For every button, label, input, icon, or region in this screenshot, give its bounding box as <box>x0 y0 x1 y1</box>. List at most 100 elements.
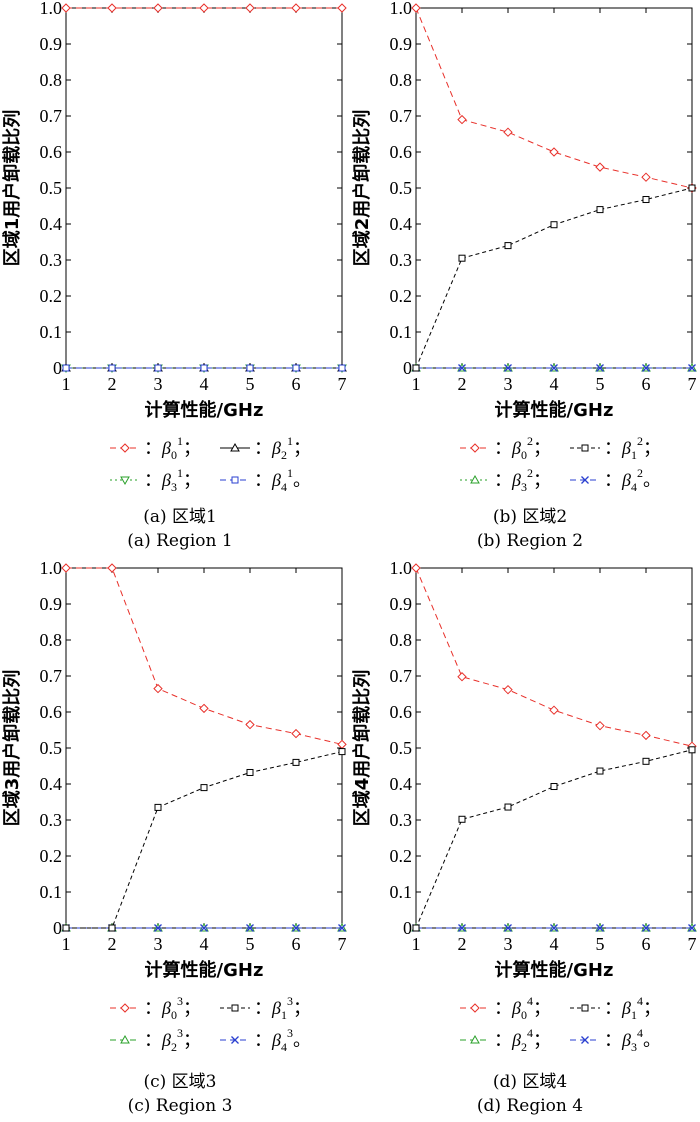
x-tick-label: 2 <box>108 934 117 954</box>
y-axis-title: 区域4用户卸载比列 <box>351 670 373 827</box>
x-tick-label: 6 <box>642 934 651 954</box>
data-point <box>504 242 512 250</box>
y-tick-label: 0.5 <box>390 738 413 758</box>
x-tick-label: 6 <box>642 374 651 394</box>
y-tick-label: 0.2 <box>40 286 63 306</box>
y-tick-label: 0.3 <box>390 250 413 270</box>
y-tick-label: 0.8 <box>40 630 63 650</box>
chart-panel-c: 0 0.1 0.2 0.3 0.4 0.5 0.6 0.7 0.8 0.9 1.0 1 2 3 4 5 6 7 计算… <box>1 558 347 1054</box>
legend-item: ：β12； <box>570 434 661 462</box>
y-tick-label: 0.9 <box>40 594 63 614</box>
legend-label: ：β32； <box>494 466 551 494</box>
data-point <box>246 768 254 776</box>
y-tick-label: 0.6 <box>390 702 413 722</box>
x-tick-label: 3 <box>504 934 513 954</box>
data-point <box>412 364 420 372</box>
legend: ：β02； ：β12； ：β32； ：β42。 <box>460 434 661 494</box>
x-axis-title: 计算性能/GHz <box>495 959 614 981</box>
data-point <box>199 3 209 13</box>
data-point <box>457 672 467 682</box>
y-tick-label: 0.3 <box>40 810 63 830</box>
y-tick-label: 0.2 <box>390 846 413 866</box>
data-point <box>642 364 650 372</box>
legend-label: ：β14； <box>604 994 661 1022</box>
data-point <box>62 924 70 932</box>
legend-item: ：β21； <box>220 434 311 462</box>
x-tick-label: 2 <box>108 374 117 394</box>
y-tick-label: 0.7 <box>390 106 413 126</box>
y-axis-title: 区域3用户卸载比列 <box>1 670 23 827</box>
legend-item: ：β02； <box>460 434 551 462</box>
data-point <box>107 3 117 13</box>
data-point <box>338 748 346 756</box>
x-tick-label: 1 <box>412 934 421 954</box>
legend-label: ：β02； <box>494 434 551 462</box>
caption-c-cn: (c) 区域3 <box>143 1072 217 1092</box>
data-point <box>411 563 421 573</box>
y-tick-label: 0 <box>53 358 62 378</box>
data-point <box>107 563 117 573</box>
x-tick-label: 6 <box>292 934 301 954</box>
legend-label: ：β43。 <box>254 1026 311 1054</box>
data-point <box>596 924 604 932</box>
legend-marker <box>470 443 480 453</box>
legend-item: ：β24； <box>460 1026 551 1054</box>
y-tick-label: 0.8 <box>390 70 413 90</box>
data-point <box>154 803 162 811</box>
x-tick-label: 7 <box>338 934 347 954</box>
plot-frame <box>415 7 693 369</box>
x-axis-title: 计算性能/GHz <box>145 399 264 421</box>
data-point <box>412 924 420 932</box>
data-point <box>154 924 162 932</box>
y-tick-label: 0.6 <box>40 142 63 162</box>
data-point <box>337 3 347 13</box>
legend-label: ：β01； <box>144 434 201 462</box>
y-axis-title: 区域2用户卸载比列 <box>351 110 373 267</box>
legend-item: ：β01； <box>110 434 201 462</box>
series-line <box>415 7 693 189</box>
data-point <box>153 3 163 13</box>
x-tick-label: 4 <box>550 374 559 394</box>
data-point <box>642 196 650 204</box>
data-point <box>292 364 300 372</box>
y-tick-label: 0 <box>403 358 412 378</box>
y-tick-label: 0.1 <box>40 882 63 902</box>
series-line <box>66 751 343 929</box>
data-point <box>337 739 347 750</box>
data-point <box>411 3 421 13</box>
data-point <box>200 924 208 932</box>
series-4 <box>412 364 696 372</box>
legend-item: ：β14； <box>570 994 661 1022</box>
legend-marker <box>581 444 589 452</box>
data-point <box>641 172 651 182</box>
legend-label: ：β34。 <box>604 1026 661 1054</box>
data-point <box>688 184 696 192</box>
legend-item: ：β13； <box>220 994 311 1022</box>
x-tick-label: 3 <box>154 934 163 954</box>
y-tick-label: 0.5 <box>390 178 413 198</box>
caption-d-en: (d) Region 4 <box>476 1096 584 1116</box>
legend-label: ：β24； <box>494 1026 551 1054</box>
series-0 <box>411 563 697 751</box>
legend-marker <box>470 1003 480 1013</box>
y-tick-label: 0.6 <box>390 142 413 162</box>
y-tick-label: 0 <box>403 918 412 938</box>
data-point <box>458 924 466 932</box>
data-point <box>504 924 512 932</box>
y-tick-label: 0.7 <box>390 666 413 686</box>
legend-marker <box>470 474 480 484</box>
legend-item: ：β41。 <box>220 466 311 494</box>
y-tick-label: 1.0 <box>40 558 63 578</box>
x-tick-label: 7 <box>688 934 697 954</box>
caption-b-en: (b) Region 2 <box>476 531 584 551</box>
legend: ：β01； ：β21； ：β31； ：β41。 <box>110 434 311 494</box>
data-point <box>458 364 466 372</box>
data-point <box>549 147 559 157</box>
data-point <box>595 162 605 172</box>
y-tick-label: 0.4 <box>390 214 413 234</box>
series-line <box>415 567 693 747</box>
data-point <box>458 254 466 262</box>
y-tick-label: 0.2 <box>390 286 413 306</box>
data-point <box>503 684 513 695</box>
y-tick-label: 0.1 <box>390 882 413 902</box>
